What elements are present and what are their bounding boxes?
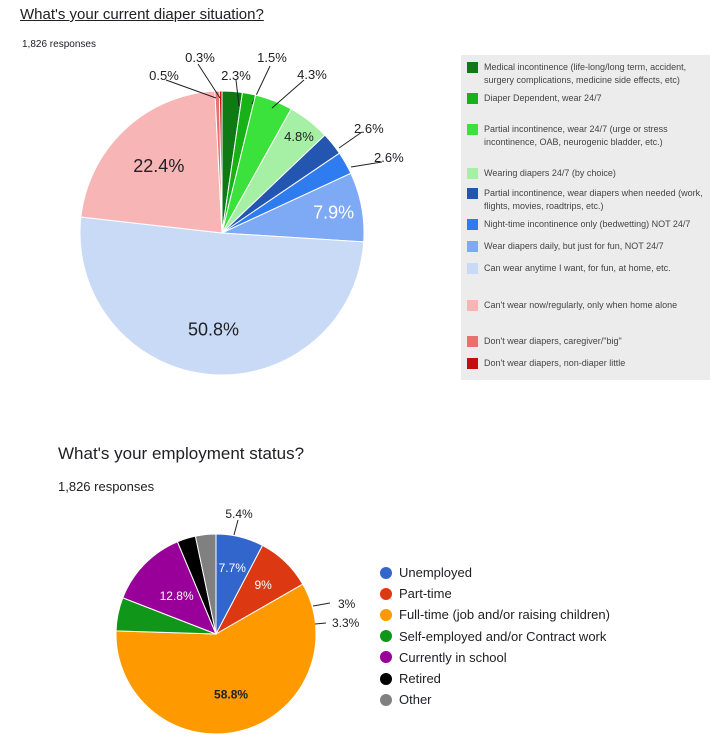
chart1-slice-label-8: 22.4% [133,156,184,176]
chart2-slice-label-4: 12.8% [160,589,194,603]
chart1-legend-swatch-1 [467,93,478,104]
chart1-legend-item-0: Medical incontinence (life-long/long ter… [467,61,710,87]
chart2-legend-item-2: Full-time (job and/or raising children) [380,604,610,625]
chart2-legend-item-3: Self-employed and/or Contract work [380,626,610,647]
chart2-legend-item-4: Currently in school [380,647,610,668]
chart1-slice-label-5: 2.6% [374,150,404,165]
chart2-legend-dot-6 [380,693,392,706]
chart1-slice-label-6: 7.9% [313,202,354,222]
chart1-legend-item-6: Wear diapers daily, but just for fun, NO… [467,240,710,253]
chart1-legend-swatch-0 [467,62,478,73]
chart2-response-count: 1,826 responses [58,479,155,494]
chart2-slice-label-3: 5.4% [225,507,253,521]
chart1-legend-label-1: Diaper Dependent, wear 24/7 [484,93,602,103]
chart2-legend-label-3: Self-employed and/or Contract work [399,628,607,644]
chart1-slice-8 [80,90,223,234]
chart2-slice-label-0: 7.7% [219,561,247,575]
chart2-slice-label-1: 9% [254,578,272,592]
chart2-legend-item-5: Retired [380,668,610,689]
chart1-slice-7 [79,216,365,376]
chart1-title: What's your current diaper situation? [20,6,264,23]
chart1-legend-item-1: Diaper Dependent, wear 24/7 [467,92,710,105]
chart2-slice-2 [115,583,317,735]
chart1-legend-swatch-5 [467,219,478,230]
chart1-legend-swatch-10 [467,358,478,369]
chart1-leader-line-0 [235,79,240,107]
chart1-legend-swatch-9 [467,336,478,347]
chart2-legend-label-0: Unemployed [399,565,472,581]
chart1-legend-item-7: Can wear anytime I want, for fun, at hom… [467,262,710,275]
chart1-legend-swatch-2 [467,124,478,135]
chart2-legend-item-6: Other [380,689,610,710]
chart1-legend-label-7: Can wear anytime I want, for fun, at hom… [484,263,671,273]
chart2-legend-dot-0 [380,566,392,579]
chart2-legend-label-2: Full-time (job and/or raising children) [399,607,610,623]
chart1-legend-label-5: Night-time incontinence only (bedwetting… [484,219,691,229]
chart1-slice-label-0: 2.3% [221,68,251,83]
chart1-legend-item-4: Partial incontinence, wear diapers when … [467,187,710,213]
chart2-legend-dot-3 [380,630,392,643]
chart1-legend-item-3: Wearing diapers 24/7 (by choice) [467,167,710,180]
chart1-slice-label-3: 4.8% [284,129,314,144]
chart1-legend-swatch-8 [467,300,478,311]
chart1-slice-label-2: 4.3% [297,67,327,82]
chart2-legend-label-4: Currently in school [399,649,507,665]
chart1-legend-swatch-3 [467,168,478,179]
chart1-leader-line-9 [165,79,217,99]
chart1-legend-item-5: Night-time incontinence only (bedwetting… [467,218,710,231]
chart1-legend-swatch-6 [467,241,478,252]
chart1-legend-swatch-7 [467,263,478,274]
chart1-legend-label-9: Don't wear diapers, caregiver/"big" [484,336,622,346]
chart1-legend: Medical incontinence (life-long/long ter… [461,55,710,380]
chart1-legend-label-10: Don't wear diapers, non-diaper little [484,358,626,368]
chart2-leader-line-5 [312,602,331,607]
chart1-legend-item-10: Don't wear diapers, non-diaper little [467,357,710,370]
chart1-slice-label-10: 0.3% [185,50,215,65]
chart2-legend: Unemployed Part-time Full-time (job and/or… [380,562,610,710]
chart2-slice-label-6: 3.3% [332,616,360,630]
chart1-legend-item-2: Partial incontinence, wear 24/7 (urge or… [467,123,710,149]
chart1-leader-line-10 [197,63,221,99]
chart1-slice-label-9: 0.5% [149,68,179,83]
chart2-leader-line-3 [233,519,239,536]
chart1-response-count: 1,826 responses [22,39,96,50]
chart1-legend-label-2: Partial incontinence, wear 24/7 (urge or… [484,124,668,147]
chart2-slice-6 [194,533,217,635]
chart2-legend-dot-2 [380,608,392,621]
chart1-slice-label-1: 1.5% [257,50,287,65]
chart2-slice-label-5: 3% [338,597,356,611]
chart2-legend-dot-4 [380,651,392,664]
chart2-legend-item-1: Part-time [380,583,610,604]
chart2-legend-label-1: Part-time [399,586,452,602]
chart1-legend-swatch-4 [467,188,478,199]
chart1-legend-label-4: Partial incontinence, wear diapers when … [484,188,703,211]
chart1-leader-line-5 [350,161,383,168]
chart1-slice-10 [218,90,223,234]
chart1-leader-line-2 [271,79,305,109]
chart2-legend-dot-1 [380,587,392,600]
chart2-title: What's your employment status? [58,444,305,463]
chart2-slice-4 [122,541,217,635]
chart1-leader-line-4 [338,131,363,149]
chart1-legend-label-6: Wear diapers daily, but just for fun, NO… [484,241,664,251]
chart2-legend-item-0: Unemployed [380,562,610,583]
chart2-legend-label-5: Retired [399,671,441,687]
chart2-leader-line-6 [314,622,327,625]
chart1-slice-label-7: 50.8% [188,319,239,339]
chart2-legend-label-6: Other [399,692,432,708]
chart1-legend-item-9: Don't wear diapers, caregiver/"big" [467,335,710,348]
chart1-legend-label-0: Medical incontinence (life-long/long ter… [484,62,687,85]
chart1-legend-label-3: Wearing diapers 24/7 (by choice) [484,168,616,178]
chart1-legend-item-8: Can't wear now/regularly, only when home… [467,299,710,312]
chart2-legend-dot-5 [380,672,392,685]
chart1-legend-label-8: Can't wear now/regularly, only when home… [484,300,678,310]
chart2-slice-label-2: 58.8% [214,687,248,701]
chart1-slice-label-4: 2.6% [354,121,384,136]
